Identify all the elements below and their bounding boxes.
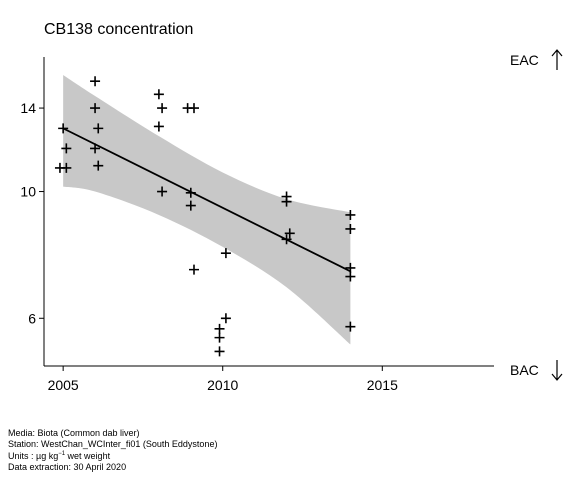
plot-area: 6 10 14 2005 2010 2015 EAC BAC [20, 49, 563, 393]
data-point [220, 313, 231, 324]
data-point [345, 209, 356, 220]
x-tick-label: 2010 [207, 377, 238, 393]
data-point [284, 228, 295, 239]
y-tick-label: 10 [20, 184, 36, 200]
data-point [214, 323, 225, 334]
footer-notes: Media: Biota (Common dab liver) Station:… [8, 428, 217, 472]
x-tick-label: 2015 [367, 377, 398, 393]
data-point [345, 321, 356, 332]
data-point [157, 103, 168, 114]
footer-extraction: Data extraction: 30 April 2020 [8, 461, 127, 472]
footer-media: Media: Biota (Common dab liver) [8, 428, 140, 438]
chart-title: CB138 concentration [44, 21, 193, 38]
data-point [281, 196, 292, 207]
data-point [61, 143, 72, 154]
data-point [93, 123, 104, 134]
trend-line [62, 127, 351, 273]
arrow-down-icon [551, 360, 563, 381]
bac-label: BAC [510, 362, 539, 378]
data-point [157, 186, 168, 197]
data-point [93, 160, 104, 171]
data-point [345, 223, 356, 234]
footer-units: Units : µg kg−1 wet weight [8, 451, 111, 461]
data-point [345, 271, 356, 282]
data-point [214, 332, 225, 343]
data-point [153, 121, 164, 132]
eac-label: EAC [510, 52, 539, 68]
data-point [189, 264, 199, 275]
data-point [189, 103, 199, 114]
data-point [220, 248, 231, 259]
y-tick-label: 6 [28, 310, 36, 326]
y-tick-label: 14 [20, 100, 36, 116]
confidence-band [63, 74, 351, 345]
data-point [61, 162, 72, 173]
arrow-up-icon [551, 49, 563, 70]
data-point [185, 200, 196, 211]
data-point [214, 346, 225, 357]
data-point [153, 89, 164, 100]
data-point [90, 76, 101, 87]
x-tick-label: 2005 [48, 377, 79, 393]
data-point [90, 103, 101, 114]
footer-station: Station: WestChan_WCInter_fi01 (South Ed… [8, 438, 218, 449]
